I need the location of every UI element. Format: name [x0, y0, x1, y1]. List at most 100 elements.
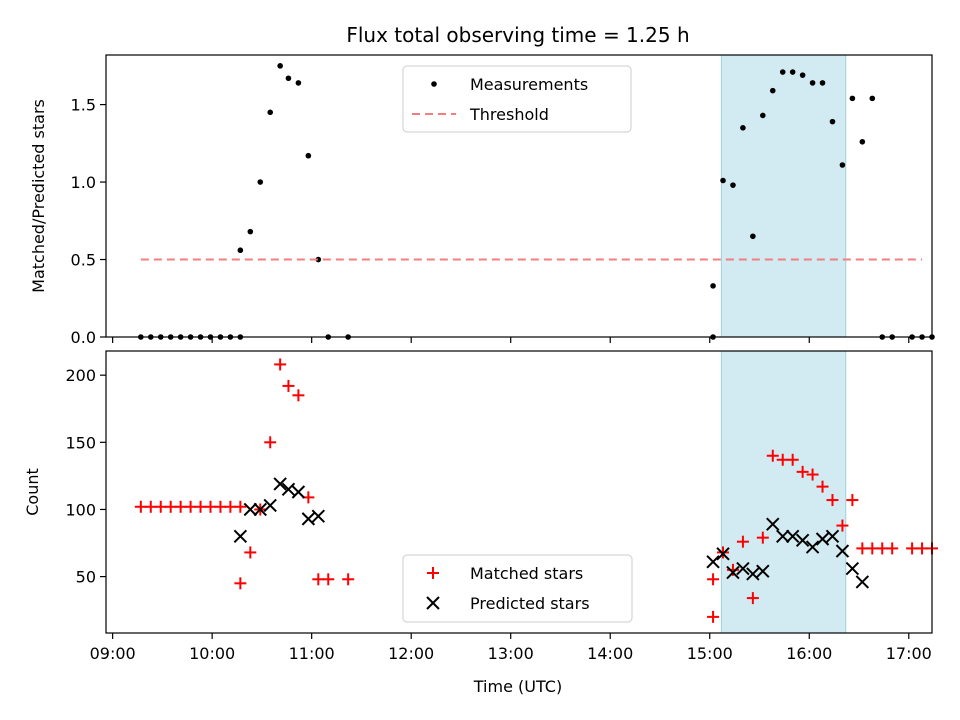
- measurement-point: [267, 109, 274, 116]
- x-b: [776, 529, 790, 544]
- measurement-point: [277, 63, 283, 69]
- x-axis-label: Time (UTC): [473, 677, 562, 696]
- bottom-legend: Matched stars Predicted stars: [402, 554, 633, 623]
- x-tick-label: 10:00: [189, 644, 235, 663]
- matched-star-point: [282, 379, 295, 392]
- measurement-point: [859, 138, 866, 145]
- bottom-y-axis-label: Count: [23, 468, 42, 516]
- x-b: [825, 529, 840, 544]
- x-b: [291, 485, 306, 499]
- matched-star-point: [816, 480, 829, 493]
- matched-star-point: [264, 436, 277, 449]
- measurement-point: [750, 233, 756, 240]
- measurement-point: [237, 247, 244, 254]
- y-tick-label: 0.5: [71, 251, 96, 270]
- x-b: [766, 517, 780, 531]
- matched-star-point: [736, 535, 749, 548]
- measurement-point: [760, 112, 766, 119]
- x-b: [706, 555, 720, 569]
- matched-star-point: [826, 494, 839, 507]
- x-b: [716, 547, 730, 561]
- matched-star-point: [322, 573, 335, 586]
- matched-star-point: [234, 500, 247, 513]
- y-tick-label: 0.0: [71, 328, 96, 347]
- predicted-star-point: [273, 477, 287, 491]
- legend-label-threshold: Threshold: [469, 105, 549, 124]
- y-tick-label: 150: [65, 433, 96, 452]
- x-b: [756, 564, 770, 578]
- measurement-point: [710, 283, 716, 289]
- matched-star-point: [244, 546, 257, 559]
- top-axes-frame: [105, 54, 933, 338]
- predicted-star-point: [776, 529, 790, 544]
- predicted-star-point: [785, 529, 800, 544]
- measurement-point: [257, 179, 264, 185]
- x-b: [845, 561, 860, 576]
- y-tick-label: 100: [65, 500, 96, 519]
- measurement-point: [839, 162, 846, 168]
- measurement-point: [799, 72, 806, 78]
- matched-star-point: [786, 453, 799, 466]
- legend-marker-measurements: [431, 81, 437, 87]
- predicted-star-point: [311, 509, 326, 523]
- x-b: [263, 498, 277, 513]
- matched-star-point: [846, 494, 859, 507]
- top-legend-box: [402, 65, 632, 133]
- x-tick-label: 17:00: [886, 644, 932, 663]
- predicted-star-point: [845, 561, 860, 576]
- matched-star-point: [707, 610, 720, 623]
- measurement-point: [819, 80, 826, 86]
- x-b: [785, 529, 800, 544]
- measurement-point: [849, 95, 856, 102]
- predicted-star-point: [253, 502, 267, 517]
- predicted-star-point: [835, 544, 850, 558]
- measurement-point: [247, 228, 254, 235]
- measurement-point: [720, 177, 726, 184]
- x-b: [281, 482, 296, 497]
- predicted-star-point: [766, 517, 780, 531]
- matched-star-point: [342, 573, 355, 586]
- predicted-star-point: [233, 529, 248, 544]
- x-b: [835, 544, 850, 558]
- measurement-point: [869, 95, 876, 102]
- measurement-point: [315, 256, 322, 263]
- y-tick-label: 1.5: [71, 96, 96, 115]
- measurement-point: [829, 118, 836, 125]
- x-b: [233, 529, 248, 544]
- matched-star-point: [756, 531, 769, 544]
- predicted-star-point: [825, 529, 840, 544]
- measurement-point: [730, 182, 736, 188]
- x-b: [243, 502, 258, 517]
- predicted-star-point: [716, 547, 730, 561]
- predicted-star-point: [281, 482, 296, 497]
- top-legend: Measurements Threshold: [402, 65, 632, 133]
- x-b: [795, 533, 810, 548]
- x-b: [301, 512, 316, 526]
- top-y-axis-label: Matched/Predicted stars: [29, 99, 48, 293]
- measurement-point: [789, 69, 796, 75]
- measurement-point: [305, 152, 312, 159]
- x-b: [253, 502, 267, 517]
- x-tick-label: 09:00: [90, 644, 136, 663]
- predicted-star-point: [815, 532, 830, 546]
- x-b: [805, 540, 820, 554]
- x-b: [311, 509, 326, 523]
- predicted-star-point: [726, 565, 740, 580]
- measurement-point: [740, 125, 746, 131]
- chart-title: Flux total observing time = 1.25 h: [346, 23, 689, 47]
- predicted-star-point: [756, 564, 770, 578]
- predicted-star-point: [263, 498, 277, 513]
- bottom-legend-box: [402, 554, 633, 623]
- predicted-star-point: [736, 561, 750, 576]
- predicted-star-point: [706, 555, 720, 569]
- x-tick-label: 14:00: [587, 644, 633, 663]
- x-b: [855, 575, 870, 589]
- predicted-star-point: [805, 540, 820, 554]
- x-tick-label: 12:00: [388, 644, 434, 663]
- matched-star-point: [292, 389, 305, 402]
- measurement-point: [809, 80, 816, 86]
- matched-star-point: [836, 519, 849, 532]
- bottom-axes-frame: [105, 350, 933, 634]
- predicted-star-point: [855, 575, 870, 589]
